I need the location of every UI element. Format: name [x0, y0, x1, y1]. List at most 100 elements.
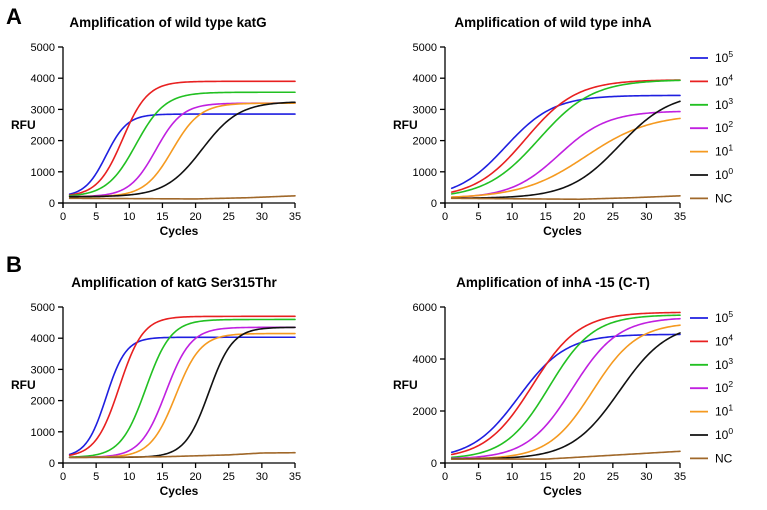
legend-label: 104: [715, 332, 733, 348]
series-line-nc: [68, 195, 296, 200]
series-line-10e4: [68, 315, 296, 457]
legend-item: 101: [690, 143, 733, 159]
series-line-10e0: [450, 332, 681, 460]
legend-item: 105: [690, 309, 733, 325]
x-tick-label: 0: [60, 471, 66, 483]
chart-1: Amplification of wild type katG 0 1000 2000…: [11, 15, 301, 238]
series-line-10e3: [450, 79, 681, 195]
y-tick-label: 2000: [413, 406, 437, 418]
series-line-10e5: [68, 113, 296, 195]
x-tick-label: 30: [640, 471, 652, 483]
x-tick-label: 15: [540, 211, 552, 223]
chart-title: Amplification of inhA -15 (C-T): [456, 275, 650, 290]
legend-label: 101: [715, 403, 733, 419]
y-tick-label: 2000: [31, 396, 55, 408]
legend-item: 105: [690, 49, 733, 65]
y-tick-label: 6000: [413, 302, 437, 314]
x-tick-label: 10: [506, 471, 518, 483]
x-axis-label: Cycles: [160, 224, 199, 238]
legend-label: NC: [715, 451, 733, 465]
y-axis-label: RFU: [11, 118, 36, 132]
chart-title: Amplification of katG Ser315Thr: [71, 275, 277, 290]
series-line-10e5: [450, 94, 681, 190]
series-line-10e1: [68, 102, 296, 198]
series-line-10e1: [450, 117, 681, 198]
legend-label: 103: [715, 96, 733, 112]
legend-item: 104: [690, 332, 733, 348]
legend-1: 105 104 103 102 101 100 NC: [690, 49, 733, 205]
legend-item: 100: [690, 166, 733, 182]
series-line-10e5: [450, 333, 681, 454]
x-tick-label: 20: [189, 211, 201, 223]
series-line-10e3: [450, 314, 681, 459]
x-tick-label: 0: [442, 211, 448, 223]
series-line-10e2: [68, 102, 296, 198]
legend-item: 101: [690, 403, 733, 419]
y-tick-label: 5000: [31, 42, 55, 54]
series-line-10e3: [68, 91, 296, 197]
x-tick-label: 30: [256, 211, 268, 223]
series-line-nc: [450, 450, 681, 460]
y-tick-label: 0: [49, 198, 55, 210]
x-tick-label: 35: [674, 211, 686, 223]
series-line-10e0: [68, 326, 296, 459]
legend-label: 105: [715, 309, 733, 325]
legend-item: 102: [690, 379, 733, 395]
x-axis-label: Cycles: [543, 224, 582, 238]
y-tick-label: 2000: [413, 136, 437, 148]
chart-title: Amplification of wild type inhA: [454, 15, 651, 30]
y-tick-label: 5000: [413, 42, 437, 54]
x-tick-label: 25: [607, 471, 619, 483]
x-tick-label: 15: [156, 211, 168, 223]
chart-3: Amplification of katG Ser315Thr 0 1000 2000…: [11, 275, 301, 498]
legend-label: 100: [715, 166, 733, 182]
legend-label: 101: [715, 143, 733, 159]
x-tick-label: 5: [93, 211, 99, 223]
y-tick-label: 1000: [31, 167, 55, 179]
series-line-nc: [450, 195, 681, 201]
y-tick-label: 4000: [413, 73, 437, 85]
legend-label: 104: [715, 72, 733, 88]
y-tick-label: 3000: [31, 104, 55, 116]
y-axis-label: RFU: [11, 378, 36, 392]
x-tick-label: 15: [156, 471, 168, 483]
x-tick-label: 0: [60, 211, 66, 223]
y-tick-label: 0: [431, 458, 437, 470]
x-tick-label: 5: [476, 211, 482, 223]
x-tick-label: 10: [506, 211, 518, 223]
series-line-10e5: [68, 336, 296, 456]
y-tick-label: 1000: [413, 167, 437, 179]
panel-label-a: A: [6, 4, 22, 29]
legend-label: 105: [715, 49, 733, 65]
x-tick-label: 30: [256, 471, 268, 483]
legend-item: 103: [690, 356, 733, 372]
y-tick-label: 3000: [31, 364, 55, 376]
series-line-10e4: [450, 79, 681, 193]
x-tick-label: 5: [93, 471, 99, 483]
series-line-nc: [68, 451, 296, 459]
legend-item: 102: [690, 119, 733, 135]
x-tick-label: 25: [607, 211, 619, 223]
series-line-10e0: [68, 101, 296, 198]
legend-label: 103: [715, 356, 733, 372]
x-axis-label: Cycles: [160, 484, 199, 498]
chart-title: Amplification of wild type katG: [69, 15, 266, 30]
x-tick-label: 20: [189, 471, 201, 483]
x-tick-label: 30: [640, 211, 652, 223]
series-line-10e1: [450, 324, 681, 460]
y-tick-label: 4000: [31, 73, 55, 85]
x-tick-label: 0: [442, 471, 448, 483]
y-tick-label: 2000: [31, 136, 55, 148]
x-tick-label: 20: [573, 471, 585, 483]
x-tick-label: 15: [540, 471, 552, 483]
legend-item: NC: [690, 451, 733, 465]
y-tick-label: 1000: [31, 427, 55, 439]
legend-label: 100: [715, 426, 733, 442]
series-line-10e3: [68, 318, 296, 458]
y-tick-label: 4000: [413, 354, 437, 366]
x-tick-label: 25: [223, 471, 235, 483]
legends: 105 104 103 102 101 100 NC 105 104 103 102 101 100 NC: [690, 49, 733, 465]
panel-label-b: B: [6, 252, 22, 277]
series-line-10e0: [450, 100, 681, 199]
